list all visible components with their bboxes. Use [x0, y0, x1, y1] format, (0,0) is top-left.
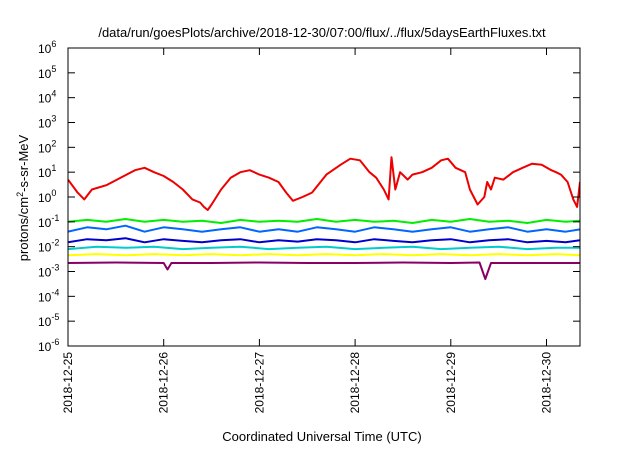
y-tick-label: 103: [38, 114, 56, 131]
x-tick-label: 2018-12-27: [252, 352, 266, 414]
y-tick-label: 10-5: [38, 312, 59, 329]
y-axis-label: protons/cm2-s-sr-MeV: [15, 134, 31, 261]
x-tick-label: 2018-12-30: [540, 352, 554, 414]
y-tick-label: 10-4: [38, 287, 59, 304]
chart-title: /data/run/goesPlots/archive/2018-12-30/0…: [98, 25, 546, 40]
series-line-4: [68, 224, 580, 233]
series-line-5: [68, 237, 580, 244]
x-tick-label: 2018-12-28: [348, 352, 362, 414]
y-tick-label: 105: [38, 64, 56, 81]
y-tick-label: 100: [38, 188, 56, 205]
x-tick-label: 2018-12-29: [444, 352, 458, 414]
y-tick-label: 104: [38, 89, 56, 106]
y-tick-label: 10-6: [38, 337, 59, 354]
y-tick-label: 10-1: [38, 213, 59, 230]
y-tick-label: 10-3: [38, 263, 59, 280]
series-line-3: [68, 245, 580, 251]
y-tick-label: 106: [38, 39, 56, 56]
x-tick-label: 2018-12-26: [157, 352, 171, 414]
plot-area: 10-6 10-5 10-4 10-3 10-2 10-1 100 101 102 103 104 1…: [38, 39, 581, 414]
plot-frame: [67, 47, 581, 347]
series-line-2: [68, 218, 580, 224]
series-line-7: [68, 261, 580, 280]
y-tick-label: 102: [38, 138, 56, 155]
series-line-1: [68, 156, 580, 211]
y-tick-label: 10-2: [38, 238, 59, 255]
series-line-6: [68, 253, 580, 257]
series-group: [68, 156, 580, 280]
x-axis-label: Coordinated Universal Time (UTC): [222, 429, 421, 444]
x-tick-label: 2018-12-25: [61, 352, 75, 414]
y-tick-label: 101: [38, 163, 56, 180]
